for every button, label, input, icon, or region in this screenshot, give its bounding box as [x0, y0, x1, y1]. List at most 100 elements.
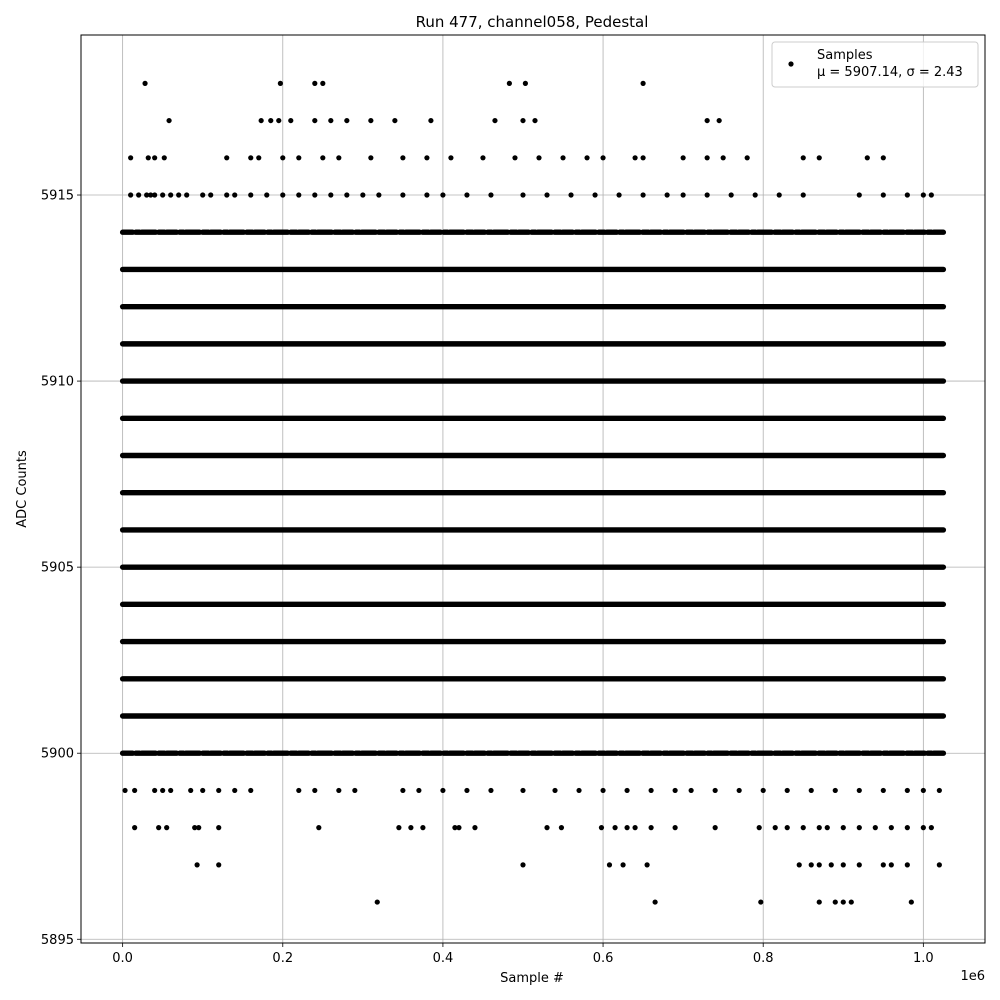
sample-point — [544, 192, 550, 198]
sample-point — [328, 117, 334, 124]
sample-point — [908, 899, 914, 905]
sample-point — [520, 862, 526, 868]
sample-point — [624, 825, 630, 831]
sample-point — [904, 787, 910, 794]
sample-point — [840, 862, 846, 868]
sample-point — [320, 155, 326, 161]
sample-point — [872, 825, 878, 831]
sample-point — [680, 192, 686, 198]
y-tick-label: 5895 — [41, 933, 74, 948]
sample-point — [256, 155, 262, 161]
sample-point — [368, 155, 374, 161]
y-tick-label: 5915 — [41, 189, 74, 204]
sample-point — [928, 192, 934, 198]
sample-point — [712, 787, 718, 794]
legend-box — [771, 41, 979, 88]
sample-point — [145, 155, 151, 161]
sample-point — [400, 787, 406, 794]
sample-point — [592, 192, 598, 198]
sample-point — [584, 155, 590, 161]
sample-point — [688, 787, 694, 794]
sample-point — [936, 787, 942, 794]
sample-point — [744, 155, 750, 161]
sample-point — [848, 899, 854, 905]
sample-point — [880, 155, 886, 161]
sample-point — [632, 825, 638, 831]
sample-point — [164, 825, 170, 831]
sample-point — [296, 155, 302, 161]
sample-point — [704, 155, 710, 161]
sample-point — [122, 787, 128, 794]
sample-point — [652, 899, 658, 905]
sample-point — [712, 825, 718, 831]
sample-point — [132, 825, 138, 831]
sample-point — [816, 155, 822, 161]
sample-point — [828, 862, 834, 868]
sample-point — [680, 155, 686, 161]
sample-point — [612, 825, 618, 831]
sample-point — [440, 787, 446, 794]
sample-point — [880, 787, 886, 794]
sample-point — [756, 825, 762, 831]
sample-point — [152, 192, 158, 198]
sample-point — [488, 192, 494, 198]
sample-point — [616, 192, 622, 198]
sample-point — [316, 825, 322, 831]
sample-point — [312, 787, 318, 794]
sample-point — [928, 825, 934, 831]
chart-title: Run 477, channel058, Pedestal — [416, 13, 649, 31]
x-tick-label: 0.4 — [433, 951, 454, 966]
sample-point — [772, 825, 778, 831]
sample-point — [716, 117, 722, 124]
sample-point — [640, 155, 646, 161]
x-axis-offset-text: 1e6 — [960, 969, 985, 984]
sample-point — [296, 787, 302, 794]
sample-point — [512, 155, 518, 161]
y-tick-label: 5905 — [41, 561, 74, 576]
sample-point — [216, 825, 222, 831]
sample-point — [784, 825, 790, 831]
x-axis-label: Sample # — [500, 971, 564, 986]
sample-point — [312, 80, 318, 86]
sample-point — [336, 787, 342, 794]
sample-point — [776, 192, 782, 198]
sample-point — [344, 117, 350, 124]
sample-point — [720, 155, 726, 161]
sample-point — [904, 192, 910, 198]
sample-point — [784, 787, 790, 794]
sample-point — [728, 192, 734, 198]
sample-point — [248, 155, 254, 161]
sample-point — [824, 825, 830, 831]
legend: Samples μ = 5907.14, σ = 2.43 — [771, 41, 979, 88]
sample-point — [376, 192, 382, 198]
sample-point — [280, 192, 286, 198]
sample-point — [840, 899, 846, 905]
sample-point — [132, 787, 138, 794]
sample-point — [424, 155, 430, 161]
y-tick-label: 5910 — [41, 375, 74, 390]
sample-point — [704, 192, 710, 198]
sample-point — [816, 899, 822, 905]
sample-point — [808, 862, 814, 868]
sample-point — [128, 155, 134, 161]
sample-point — [280, 155, 286, 161]
sample-point — [864, 155, 870, 161]
sample-point — [632, 155, 638, 161]
sample-point — [216, 787, 222, 794]
sample-point — [344, 192, 350, 198]
sample-point — [840, 825, 846, 831]
sample-point — [856, 787, 862, 794]
sample-point — [522, 80, 528, 86]
sample-point — [216, 862, 222, 868]
sample-point — [832, 787, 838, 794]
sample-point — [264, 192, 270, 198]
y-axis-ticks: 5895 5900 5905 5910 5915 — [41, 189, 81, 948]
sample-point — [760, 787, 766, 794]
sample-point — [232, 192, 238, 198]
sample-point — [208, 192, 214, 198]
sample-point — [440, 192, 446, 198]
data-points — [119, 80, 947, 905]
sample-point — [168, 192, 174, 198]
sample-point — [536, 155, 542, 161]
sample-point — [532, 117, 538, 124]
